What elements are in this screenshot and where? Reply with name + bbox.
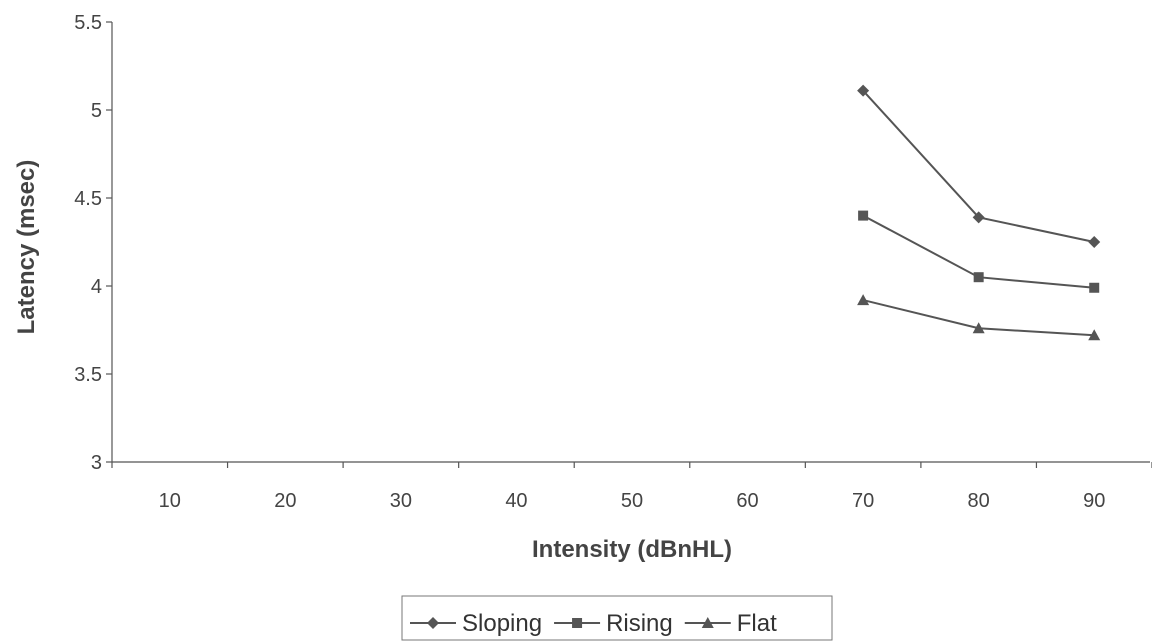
series-flat (857, 294, 1101, 341)
legend-label-rising: Rising (606, 610, 673, 637)
legend-swatch-marker (701, 617, 714, 628)
y-tick-label: 4 (91, 276, 102, 298)
legend-items: Sloping Rising Flat (410, 610, 777, 637)
y-axis-ticks: 3 3.5 4 4.5 5 5.5 (74, 12, 112, 474)
y-axis-title: Latency (msec) (13, 160, 40, 335)
legend-item-sloping: Sloping (410, 610, 542, 637)
legend-swatch-marker (572, 618, 583, 628)
x-tick-label: 50 (621, 490, 643, 512)
x-tick-label: 10 (159, 490, 181, 512)
y-tick-label: 3 (91, 452, 102, 474)
data-point-sloping (857, 84, 870, 97)
x-tick-label: 20 (274, 490, 296, 512)
legend-swatch-marker (427, 617, 439, 629)
x-axis-ticks: 10 20 30 40 50 60 70 80 90 (111, 462, 1152, 512)
data-point-flat (857, 294, 870, 306)
x-tick-label: 70 (852, 490, 874, 512)
x-tick-label: 30 (390, 490, 412, 512)
x-tick-label: 90 (1083, 490, 1105, 512)
legend-item-rising: Rising (554, 610, 673, 637)
y-tick-label: 5 (91, 100, 102, 122)
series-layer (857, 84, 1101, 341)
data-point-sloping (1088, 236, 1101, 248)
x-tick-label: 80 (968, 490, 990, 512)
data-point-flat (972, 322, 985, 334)
legend-item-flat: Flat (684, 610, 777, 637)
series-sloping (857, 84, 1101, 248)
data-point-rising (973, 272, 984, 283)
y-tick-label: 5.5 (74, 12, 102, 34)
series-rising (858, 210, 1100, 293)
data-point-sloping (972, 211, 985, 224)
legend: Sloping Rising Flat (401, 595, 833, 641)
legend-label-sloping: Sloping (462, 610, 542, 637)
legend-box (401, 595, 833, 641)
legend-label-flat: Flat (737, 610, 777, 637)
y-tick-label: 4.5 (74, 188, 102, 210)
x-tick-label: 60 (736, 490, 758, 512)
x-tick-label: 40 (505, 490, 527, 512)
data-point-rising (858, 210, 869, 221)
y-tick-label: 3.5 (74, 364, 102, 386)
x-axis-title: Intensity (dBnHL) (532, 536, 732, 563)
plot-area: 3 3.5 4 4.5 5 5.5 10 20 30 40 50 60 70 80 90 (74, 12, 1152, 512)
data-point-rising (1089, 282, 1100, 293)
data-point-flat (1088, 329, 1101, 341)
